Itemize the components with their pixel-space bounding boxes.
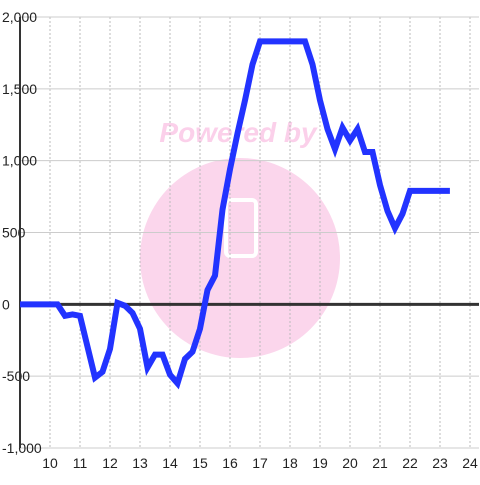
- x-tick-label: 13: [132, 455, 148, 471]
- x-tick-label: 16: [222, 455, 238, 471]
- x-tick-label: 12: [102, 455, 118, 471]
- x-tick-label: 20: [342, 455, 358, 471]
- y-tick-label: -1,000: [2, 440, 42, 456]
- x-tick-label: 19: [312, 455, 328, 471]
- x-tick-label: 11: [73, 455, 88, 471]
- y-tick-label: -500: [2, 368, 30, 384]
- x-tick-label: 23: [432, 455, 448, 471]
- x-tick-label: 22: [402, 455, 418, 471]
- x-tick-label: 24: [462, 455, 478, 471]
- x-tick-label: 17: [252, 455, 268, 471]
- watermark-icon: [224, 198, 258, 258]
- y-tick-label: 0: [2, 296, 10, 312]
- x-tick-label: 18: [282, 455, 298, 471]
- x-tick-label: 15: [192, 455, 208, 471]
- x-tick-label: 14: [162, 455, 178, 471]
- line: [20, 38, 450, 390]
- y-tick-label: 500: [2, 225, 26, 241]
- x-tick-label: 21: [372, 455, 388, 471]
- x-tick-label: 10: [42, 455, 58, 471]
